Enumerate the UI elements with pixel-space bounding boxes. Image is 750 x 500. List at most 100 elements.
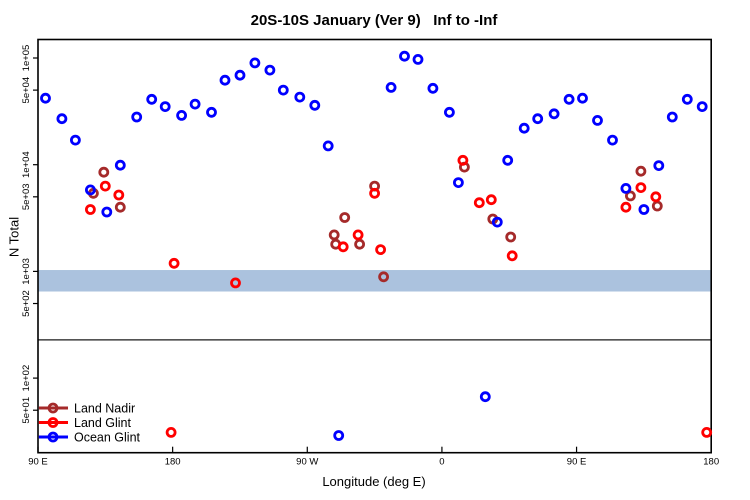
point-ocean-glint bbox=[40, 92, 51, 104]
y-tick-label: 5e+01 bbox=[21, 397, 32, 424]
x-axis-title: Longitude (deg E) bbox=[322, 474, 426, 489]
point-land-nadir bbox=[378, 271, 390, 283]
point-ocean-glint bbox=[653, 160, 665, 172]
point-land-glint bbox=[352, 229, 364, 241]
point-ocean-glint bbox=[85, 184, 96, 196]
point-land-nadir bbox=[339, 212, 351, 223]
y-tick-label: 5e+02 bbox=[21, 290, 32, 317]
point-ocean-glint bbox=[479, 391, 491, 403]
point-ocean-glint bbox=[146, 93, 158, 105]
point-land-glint bbox=[635, 182, 647, 194]
point-ocean-glint bbox=[452, 177, 464, 189]
y-tick-label: 5e+03 bbox=[21, 183, 32, 210]
point-ocean-glint bbox=[189, 98, 201, 110]
point-ocean-glint bbox=[70, 134, 81, 146]
y-tick-label: 1e+03 bbox=[21, 258, 32, 285]
series-ocean-glint bbox=[40, 50, 708, 441]
point-ocean-glint bbox=[114, 159, 126, 171]
point-ocean-glint bbox=[518, 122, 530, 134]
point-ocean-glint bbox=[427, 82, 439, 94]
point-ocean-glint bbox=[620, 182, 632, 194]
x-tick-label: 180 bbox=[165, 457, 181, 468]
point-ocean-glint bbox=[249, 57, 261, 69]
point-land-glint bbox=[230, 277, 241, 289]
point-land-glint bbox=[99, 180, 111, 192]
point-ocean-glint bbox=[159, 101, 171, 112]
point-ocean-glint bbox=[502, 154, 514, 166]
y-axis-title: N Total bbox=[6, 216, 22, 258]
legend-marker bbox=[47, 402, 59, 414]
point-land-glint bbox=[620, 201, 632, 213]
point-ocean-glint bbox=[399, 50, 410, 62]
point-ocean-glint bbox=[666, 111, 678, 123]
point-ocean-glint bbox=[577, 92, 588, 104]
point-land-glint bbox=[485, 194, 497, 206]
point-ocean-glint bbox=[592, 115, 603, 126]
point-land-nadir bbox=[98, 166, 110, 178]
point-ocean-glint bbox=[681, 93, 693, 105]
y-tick-label: 1e+05 bbox=[21, 45, 32, 72]
point-ocean-glint bbox=[696, 101, 708, 112]
point-land-glint bbox=[457, 154, 469, 166]
point-land-glint bbox=[168, 257, 180, 269]
x-tick-label: 90 W bbox=[296, 457, 318, 468]
point-land-nadir bbox=[505, 231, 517, 243]
point-land-nadir bbox=[635, 165, 647, 177]
legend-label: Ocean Glint bbox=[74, 431, 141, 445]
point-land-glint bbox=[113, 189, 125, 201]
point-land-nadir bbox=[625, 190, 636, 202]
point-land-glint bbox=[473, 197, 485, 209]
legend-marker bbox=[47, 431, 59, 443]
point-ocean-glint bbox=[234, 69, 246, 81]
y-tick-label: 5e+04 bbox=[21, 77, 32, 104]
point-ocean-glint bbox=[412, 54, 424, 65]
chart-title: 20S-10S January (Ver 9) Inf to -Inf bbox=[250, 12, 498, 29]
point-land-nadir bbox=[114, 201, 126, 213]
y-tick-label: 1e+04 bbox=[21, 151, 32, 178]
y-axis: 1e+05 5e+04 1e+04 5e+03 1e+03 5e+02 1e+02 5e+01 bbox=[21, 45, 38, 424]
point-ocean-glint bbox=[277, 84, 289, 96]
point-land-glint bbox=[337, 241, 349, 253]
series-land-nadir bbox=[88, 161, 663, 283]
point-ocean-glint bbox=[264, 64, 276, 76]
legend-label: Land Glint bbox=[74, 416, 132, 430]
point-ocean-glint bbox=[206, 106, 217, 118]
x-axis: 90 E 180 90 W 0 90 E 180 bbox=[28, 446, 719, 468]
point-ocean-glint bbox=[322, 140, 334, 152]
point-ocean-glint bbox=[131, 111, 143, 123]
legend-label: Land Nadir bbox=[74, 402, 135, 416]
point-ocean-glint bbox=[101, 206, 113, 218]
plot-border bbox=[37, 38, 713, 454]
point-land-glint bbox=[369, 187, 381, 199]
point-ocean-glint bbox=[491, 216, 503, 228]
point-ocean-glint bbox=[309, 99, 321, 111]
point-ocean-glint bbox=[294, 91, 306, 103]
point-land-glint bbox=[506, 250, 518, 262]
point-land-glint bbox=[165, 426, 177, 438]
point-ocean-glint bbox=[548, 108, 560, 120]
point-land-nadir bbox=[354, 238, 366, 250]
point-land-nadir bbox=[328, 229, 340, 241]
x-tick-label: 180 bbox=[703, 457, 719, 468]
point-ocean-glint bbox=[56, 113, 68, 125]
x-tick-label: 0 bbox=[439, 457, 444, 468]
map-strip-ocean bbox=[38, 270, 712, 292]
point-ocean-glint bbox=[638, 204, 650, 215]
point-land-glint bbox=[650, 191, 662, 203]
point-land-glint bbox=[375, 244, 387, 256]
point-land-nadir bbox=[651, 200, 663, 212]
point-ocean-glint bbox=[607, 134, 618, 146]
point-land-glint bbox=[85, 204, 96, 215]
point-ocean-glint bbox=[563, 93, 575, 105]
point-ocean-glint bbox=[176, 110, 188, 121]
point-ocean-glint bbox=[219, 74, 231, 86]
point-land-glint bbox=[701, 426, 713, 438]
point-ocean-glint bbox=[333, 430, 345, 441]
point-ocean-glint bbox=[385, 82, 397, 93]
point-ocean-glint bbox=[532, 113, 544, 125]
x-tick-label: 90 E bbox=[567, 457, 587, 468]
point-ocean-glint bbox=[443, 106, 455, 118]
series-land-glint bbox=[85, 154, 713, 438]
